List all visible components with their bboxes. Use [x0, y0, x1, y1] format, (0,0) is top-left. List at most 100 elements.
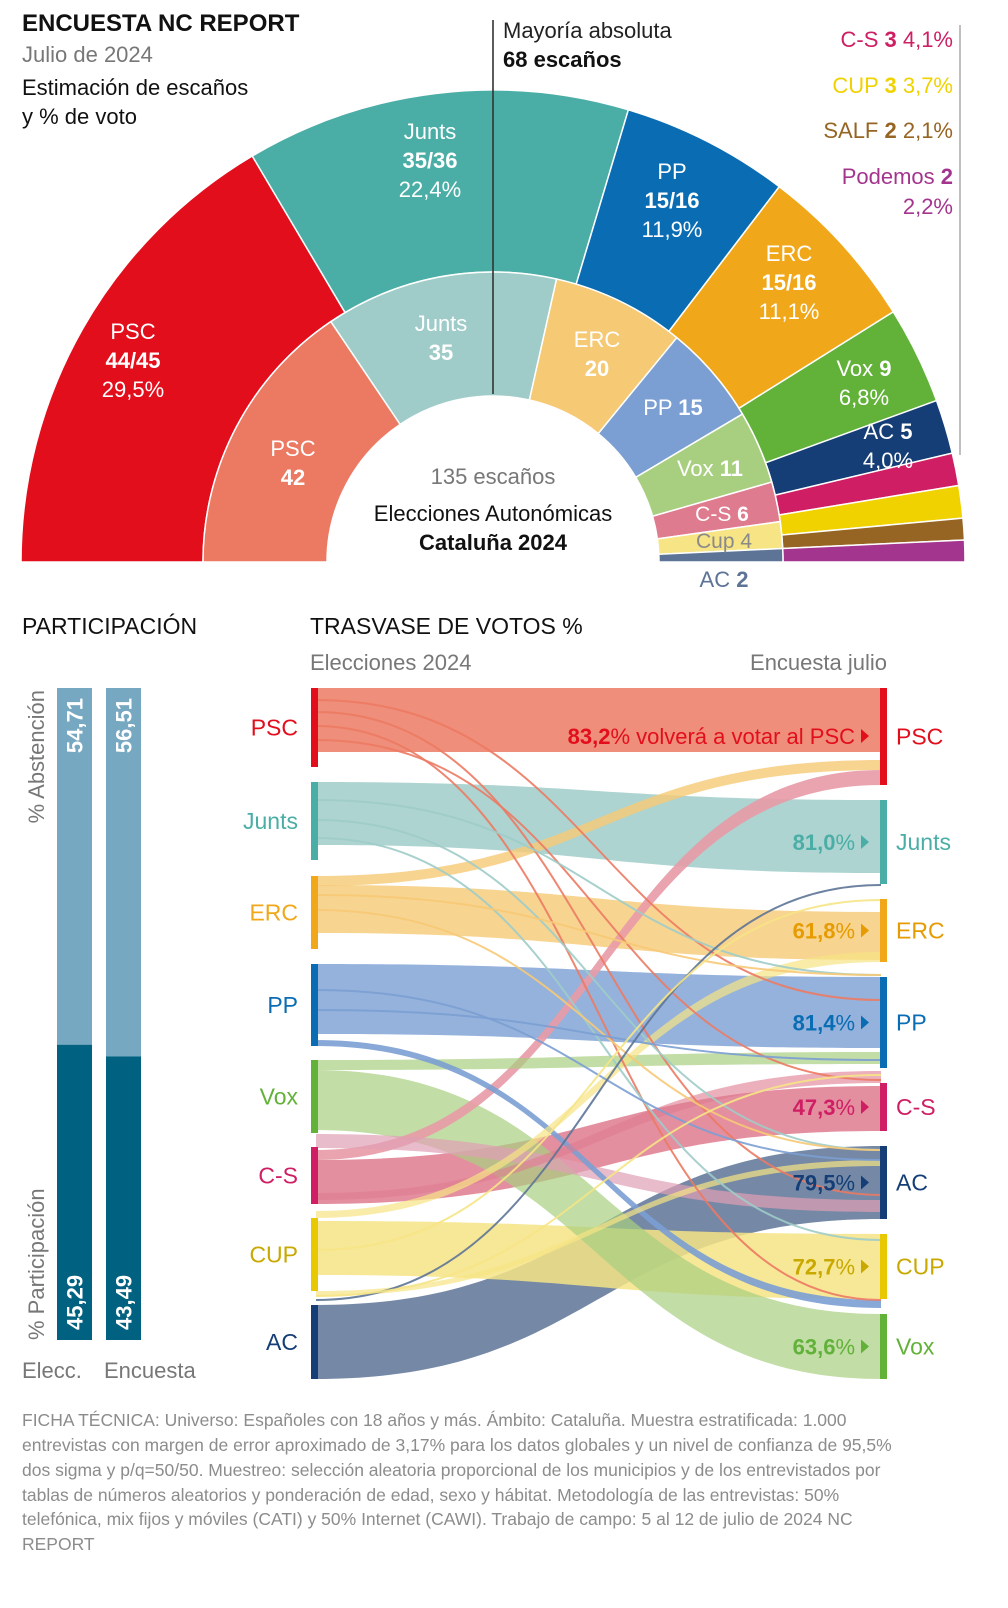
- retention-arrow-cup: [861, 1259, 869, 1274]
- source-node-vox: [311, 1060, 318, 1133]
- target-label-vox: Vox: [896, 1334, 935, 1360]
- source-node-ac: [311, 1305, 318, 1379]
- flow-cs-pp: [316, 1071, 881, 1200]
- chart-description-1: Estimación de escaños: [22, 75, 248, 100]
- vote-transfer-sankey: PSC Junts ERC PP Vox C-S CUP AC PSC 83,2% volverá…: [243, 688, 951, 1379]
- retention-arrow-c-s: [861, 1100, 869, 1114]
- flow-thin-3: [315, 739, 882, 1081]
- legend-salf: SALF 2 2,1%: [823, 118, 953, 143]
- participation-value-0: 45,29: [63, 1275, 88, 1330]
- majority-seats: 68 escaños: [503, 47, 622, 72]
- survey-label-psc: PSC 44/45 29,5%: [102, 319, 164, 402]
- bar-abstention-1: [106, 688, 141, 1057]
- transfer-right-label: Encuesta julio: [750, 650, 887, 675]
- retention-arrow-erc: [861, 923, 869, 938]
- target-node-ac: [880, 1146, 887, 1219]
- flow-erc-psc: [316, 760, 881, 886]
- flow-pp-vox: [316, 1040, 881, 1308]
- technical-note: FICHA TÉCNICA: Universo: Españoles con 1…: [22, 1410, 892, 1555]
- source-node-cup: [311, 1218, 318, 1291]
- x-label-elecc: Elecc.: [22, 1358, 82, 1383]
- retention-erc: 61,8%: [793, 919, 855, 944]
- election-label-psc: PSC 42: [270, 436, 315, 490]
- election-hemicycle: PSC 42 Junts 35 ERC 20 PP 15 Vox 11 C-S 6 Cup 4 AC…: [202, 271, 784, 592]
- election-label-pp: PP 15: [643, 395, 703, 420]
- source-label-vox: Vox: [260, 1084, 299, 1110]
- flow-cs-psc: [316, 770, 881, 1160]
- election-label-erc: ERC 20: [574, 327, 621, 381]
- source-label-psc: PSC: [251, 715, 298, 741]
- target-node-junts: [880, 800, 887, 884]
- source-label-c-s: C-S: [258, 1163, 298, 1189]
- chart-description-2: y % de voto: [22, 104, 137, 129]
- survey-label-vox: Vox 9 6,8%: [836, 356, 891, 410]
- target-node-vox: [880, 1314, 887, 1379]
- election-label-vox: Vox 11: [677, 456, 743, 481]
- retention-arrow-pp: [861, 1015, 869, 1030]
- participation-title: PARTICIPACIÓN: [22, 613, 197, 639]
- election-label: Elecciones Autonómicas: [374, 501, 612, 526]
- target-label-psc: PSC: [896, 724, 943, 750]
- election-label-cup: Cup 4: [696, 530, 752, 553]
- abstention-axis-label: % Abstención: [24, 690, 49, 823]
- election-slice-ac: [658, 547, 784, 563]
- bar-abstention-0: [57, 688, 92, 1045]
- target-node-psc: [880, 688, 887, 785]
- survey-hemicycle: PSC 44/45 29,5% Junts 35/36 22,4% PP 15/16 11,9%…: [20, 89, 966, 563]
- retention-arrow-psc: [861, 729, 869, 743]
- retention-arrow-junts: [861, 835, 869, 849]
- participation-axis-label: % Participación: [24, 1188, 49, 1340]
- chart-subtitle: Julio de 2024: [22, 42, 153, 67]
- transfer-title: TRASVASE DE VOTOS %: [310, 613, 583, 639]
- source-label-cup: CUP: [249, 1242, 298, 1268]
- bar-participation-1: [106, 1056, 141, 1340]
- flow-thin-11: [315, 884, 882, 1301]
- flow-thin-7: [315, 894, 882, 976]
- source-label-junts: Junts: [243, 808, 298, 834]
- bar-participation-0: [57, 1044, 92, 1340]
- retention-vox: 63,6%: [793, 1335, 855, 1360]
- survey-label-erc: ERC 15/16 11,1%: [759, 241, 820, 324]
- retention-pp: 81,4%: [793, 1011, 855, 1036]
- source-node-c-s: [311, 1147, 318, 1204]
- flow-thin-10: [315, 1009, 882, 1061]
- transfer-left-label: Elecciones 2024: [310, 650, 471, 675]
- flow-thin-1: [315, 711, 882, 1196]
- flow-thin-8: [315, 909, 882, 1151]
- flow-thin-12: [315, 1074, 882, 1297]
- source-node-pp: [311, 964, 318, 1046]
- abstention-value-0: 54,71: [63, 698, 88, 753]
- retention-arrow-ac: [861, 1175, 869, 1190]
- target-label-cup: CUP: [896, 1254, 945, 1280]
- retention-arrow-vox: [861, 1339, 869, 1354]
- source-label-erc: ERC: [249, 900, 298, 926]
- election-label-junts: Junts 35: [415, 311, 468, 365]
- target-label-pp: PP: [896, 1010, 927, 1036]
- target-node-pp: [880, 977, 887, 1068]
- retention-psc: 83,2% volverá a votar al PSC: [568, 724, 855, 749]
- survey-label-ac: AC 5 4,0%: [863, 419, 913, 473]
- legend-cup: CUP 3 3,7%: [832, 73, 953, 98]
- flow-psc-psc: [316, 688, 881, 752]
- retention-cup: 72,7%: [793, 1255, 855, 1280]
- source-node-erc: [311, 876, 318, 949]
- source-node-psc: [311, 688, 318, 767]
- flow-cup-erc: [316, 952, 881, 1218]
- chart-title: ENCUESTA NC REPORT: [22, 10, 300, 37]
- flow-thin-4: [315, 799, 882, 976]
- participation-chart: 54,71 45,29 56,51 43,49 % Abstención % Partic…: [22, 688, 196, 1383]
- chart-canvas: ENCUESTA NC REPORT Julio de 2024 Estimac…: [20, 10, 966, 1383]
- source-label-pp: PP: [267, 992, 298, 1018]
- flow-thin-0: [315, 699, 882, 1001]
- legend-podemos: Podemos 2 2,2%: [842, 164, 953, 219]
- retention-junts: 81,0%: [793, 830, 855, 855]
- flow-thin-5: [315, 819, 882, 1151]
- target-label-c-s: C-S: [896, 1094, 936, 1120]
- majority-label: Mayoría absoluta: [503, 18, 673, 43]
- participation-value-1: 43,49: [112, 1275, 137, 1330]
- retention-ac: 79,5%: [793, 1171, 855, 1196]
- retention-c-s: 47,3%: [793, 1095, 855, 1120]
- abstention-value-1: 56,51: [112, 698, 137, 753]
- flow-thin-13: [315, 899, 882, 1251]
- target-label-erc: ERC: [896, 918, 945, 944]
